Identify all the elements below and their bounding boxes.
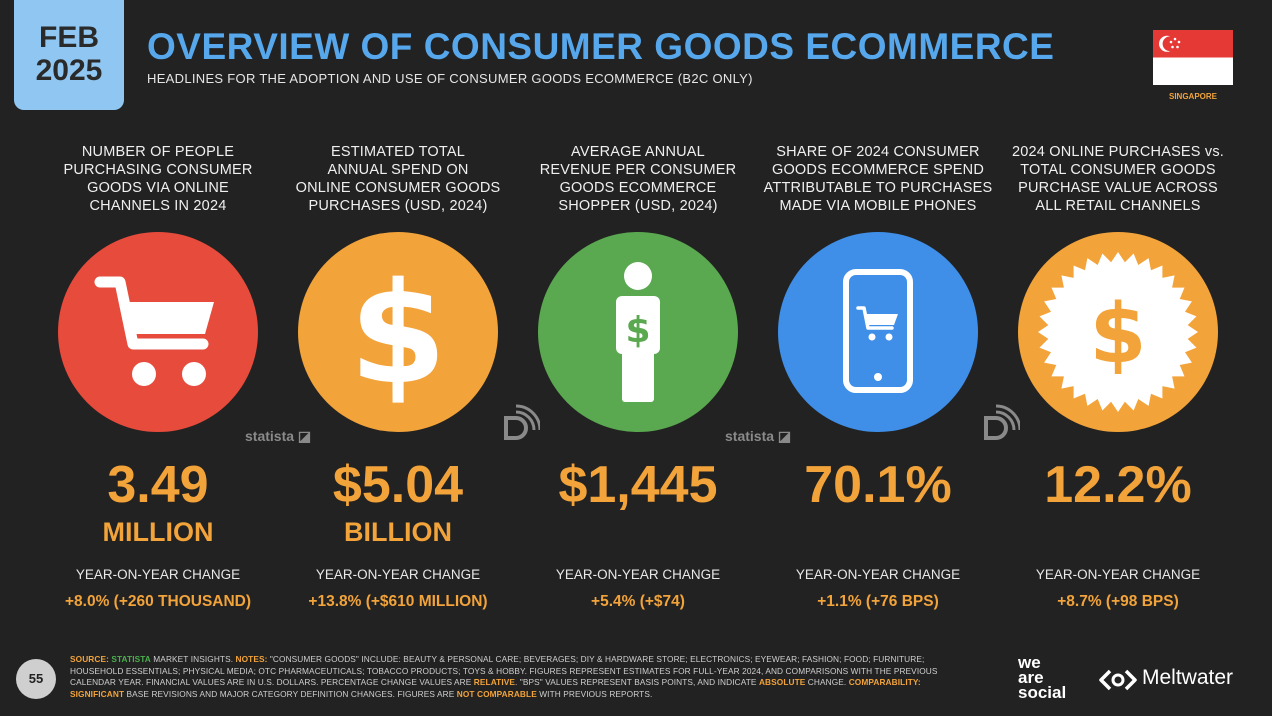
- yoy-value: +5.4% (+$74): [591, 593, 685, 610]
- metric-unit: BILLION: [344, 517, 452, 547]
- yoy-label: YEAR-ON-YEAR CHANGE: [1035, 567, 1201, 582]
- meltwater-logo: Meltwater: [1142, 666, 1234, 689]
- yoy-label: YEAR-ON-YEAR CHANGE: [315, 567, 481, 582]
- metric-value: 12.2%: [1044, 456, 1192, 514]
- page-title: OVERVIEW OF CONSUMER GOODS ECOMMERCE: [147, 26, 1055, 67]
- svg-text:$: $: [1089, 287, 1146, 382]
- metric-value: $5.04: [332, 456, 464, 514]
- date-badge: FEB 2025: [14, 0, 124, 110]
- page-subtitle: HEADLINES FOR THE ADOPTION AND USE OF CO…: [147, 71, 753, 86]
- yoy-label: YEAR-ON-YEAR CHANGE: [75, 567, 241, 582]
- metric-heading: 2024 ONLINE PURCHASES vs. TOTAL CONSUMER…: [1011, 144, 1225, 214]
- yoy-value: +8.0% (+260 THOUSAND): [64, 593, 252, 610]
- shopping-cart-icon: [58, 232, 258, 432]
- meltwater-logo-icon: [1099, 669, 1137, 691]
- metric-annual-spend: ESTIMATED TOTAL ANNUAL SPEND ON ONLINE C…: [278, 0, 518, 640]
- yoy-value: +1.1% (+76 BPS): [817, 593, 939, 610]
- metric-value: $1,445: [558, 456, 718, 514]
- svg-text:$: $: [349, 253, 446, 416]
- yoy-label: YEAR-ON-YEAR CHANGE: [795, 567, 961, 582]
- metric-value: 70.1%: [804, 456, 952, 514]
- data-source-icon: [984, 404, 1020, 440]
- statista-logo: statista ◪: [245, 428, 312, 444]
- svg-text:$: $: [625, 310, 650, 351]
- metric-mobile-share: SHARE OF 2024 CONSUMER GOODS ECOMMERCE S…: [758, 0, 998, 640]
- metric-value: 3.49: [107, 456, 209, 514]
- metric-heading: NUMBER OF PEOPLE PURCHASING CONSUMER GOO…: [63, 144, 253, 214]
- badge-dollar-icon: $: [1018, 232, 1218, 432]
- footer-notes: SOURCE: STATISTA MARKET INSIGHTS. NOTES:…: [70, 654, 938, 699]
- metric-heading: AVERAGE ANNUAL REVENUE PER CONSUMER GOOD…: [539, 144, 737, 214]
- country-label: SINGAPORE: [1168, 92, 1217, 101]
- metric-people-purchasing: NUMBER OF PEOPLE PURCHASING CONSUMER GOO…: [38, 0, 278, 640]
- yoy-value: +8.7% (+98 BPS): [1057, 593, 1179, 610]
- data-source-icon: [504, 404, 540, 440]
- date-year: 2025: [35, 54, 103, 87]
- metric-revenue-per-shopper: AVERAGE ANNUAL REVENUE PER CONSUMER GOOD…: [518, 0, 758, 640]
- yoy-label: YEAR-ON-YEAR CHANGE: [555, 567, 721, 582]
- page-number: 55: [16, 659, 56, 699]
- metric-online-vs-total: 2024 ONLINE PURCHASES vs. TOTAL CONSUMER…: [998, 0, 1238, 640]
- metric-heading: SHARE OF 2024 CONSUMER GOODS ECOMMERCE S…: [763, 144, 993, 214]
- we-are-social-logo: we are social: [1018, 653, 1067, 702]
- date-month: FEB: [39, 21, 99, 54]
- metric-unit: MILLION: [102, 517, 214, 547]
- statista-logo: statista ◪: [725, 428, 792, 444]
- person-dollar-icon: $: [538, 232, 738, 432]
- metric-heading: ESTIMATED TOTAL ANNUAL SPEND ON ONLINE C…: [295, 144, 501, 214]
- dollar-icon: $: [298, 232, 498, 432]
- mobile-cart-icon: [778, 232, 978, 432]
- yoy-value: +13.8% (+$610 MILLION): [308, 593, 488, 610]
- singapore-flag-icon: [1153, 30, 1233, 85]
